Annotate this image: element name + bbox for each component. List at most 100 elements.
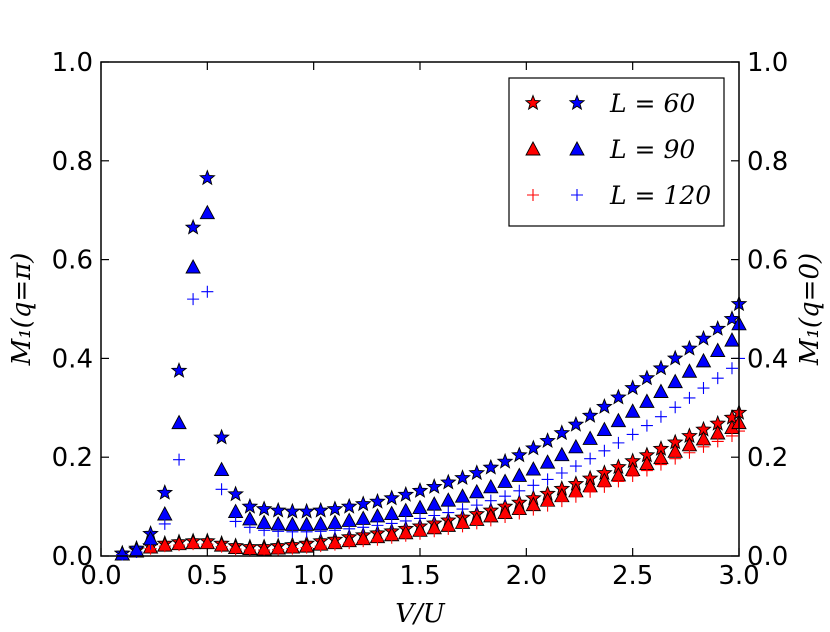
- data-point-red-plus: [456, 520, 469, 533]
- data-point-blue-star: [199, 169, 216, 186]
- data-point-blue-star: [723, 310, 741, 326]
- data-point-red-plus: [158, 540, 171, 553]
- data-point-red-plus: [697, 440, 710, 453]
- data-point-blue-plus: [286, 525, 299, 538]
- data-point-blue-star: [454, 469, 471, 486]
- data-point-red-plus: [229, 543, 242, 556]
- data-point-red-plus: [555, 495, 568, 508]
- data-point-red-plus: [584, 485, 597, 498]
- x-tick-label: 1.0: [293, 561, 334, 591]
- data-point-blue-star: [624, 379, 642, 396]
- legend-frame: [508, 77, 725, 227]
- data-point-blue-plus: [343, 522, 356, 535]
- data-point-red-plus: [371, 533, 384, 546]
- data-point-red-plus: [343, 537, 356, 550]
- data-point-blue-star: [709, 320, 727, 336]
- data-point-red-plus: [385, 531, 398, 544]
- data-point-red-plus: [711, 435, 724, 448]
- legend-label-l60: L = 60: [609, 89, 695, 118]
- data-point-blue-plus: [640, 419, 653, 432]
- y-tick-label-left: 0.4: [52, 344, 93, 374]
- data-point-red-plus: [725, 429, 738, 442]
- data-point-blue-plus: [300, 525, 313, 538]
- data-point-blue-triangle: [497, 473, 513, 488]
- data-point-blue-star: [567, 415, 585, 432]
- legend-label-l90: L = 90: [609, 135, 695, 164]
- data-point-blue-plus: [201, 285, 214, 298]
- data-point-blue-plus: [626, 428, 639, 441]
- data-point-blue-plus: [654, 410, 667, 423]
- x-tick-label: 0.5: [187, 561, 228, 591]
- data-point-red-plus: [569, 490, 582, 503]
- y-axis-label-left: M₁(q=π): [7, 253, 37, 367]
- data-point-blue-star: [326, 500, 344, 517]
- data-point-blue-triangle: [709, 342, 726, 357]
- data-point-red-plus: [187, 538, 200, 551]
- data-point-blue-star: [666, 349, 684, 366]
- legend-markers: [524, 94, 586, 201]
- legend-marker-red-star: [524, 94, 542, 111]
- data-point-blue-plus: [612, 436, 625, 449]
- data-point-blue-plus: [357, 521, 370, 534]
- data-point-blue-plus: [158, 517, 171, 530]
- data-point-blue-plus: [513, 484, 526, 497]
- data-point-blue-star: [156, 484, 174, 500]
- data-point-blue-triangle: [624, 403, 641, 418]
- y-tick-label-left: 0.0: [52, 542, 93, 572]
- data-point-red-plus: [612, 475, 625, 488]
- data-point-blue-triangle: [213, 461, 230, 476]
- data-point-blue-star: [525, 439, 542, 456]
- y-tick-label-left: 0.2: [52, 443, 93, 473]
- data-point-blue-triangle: [454, 488, 471, 503]
- data-point-blue-triangle: [681, 363, 698, 378]
- data-point-blue-triangle: [511, 467, 528, 482]
- data-point-blue-plus: [371, 519, 384, 532]
- data-point-blue-plus: [314, 525, 327, 538]
- data-point-blue-plus: [569, 460, 582, 473]
- data-point-blue-triangle: [554, 446, 570, 462]
- data-point-blue-star: [425, 478, 443, 494]
- data-point-blue-plus: [499, 490, 512, 503]
- data-point-blue-triangle: [412, 499, 428, 515]
- data-point-red-plus: [683, 446, 696, 459]
- data-point-blue-star: [596, 398, 613, 414]
- data-point-red-plus: [669, 452, 682, 465]
- data-point-blue-star: [269, 501, 287, 518]
- data-point-blue-plus: [399, 514, 412, 527]
- data-point-blue-star: [681, 339, 698, 356]
- data-point-blue-plus: [116, 548, 129, 561]
- x-axis-label: V/U: [395, 599, 446, 629]
- data-point-red-plus: [357, 535, 370, 548]
- data-point-blue-plus: [173, 453, 186, 466]
- data-point-red-plus: [484, 514, 497, 527]
- data-point-blue-star: [695, 329, 712, 346]
- data-point-blue-triangle: [199, 204, 216, 220]
- data-point-blue-star: [383, 489, 400, 506]
- data-point-blue-star: [511, 446, 528, 463]
- data-point-blue-star: [652, 359, 670, 376]
- data-point-red-plus: [442, 522, 455, 535]
- data-point-red-plus: [414, 527, 426, 540]
- data-point-red-plus: [243, 544, 256, 557]
- data-point-blue-plus: [555, 467, 568, 480]
- data-point-blue-star: [340, 497, 358, 514]
- legend-marker-red-plus: [527, 189, 539, 201]
- legend-marker-blue-plus: [571, 189, 583, 201]
- y-tick-label-left: 0.8: [52, 147, 93, 177]
- data-point-blue-star: [638, 369, 656, 386]
- data-point-blue-triangle: [582, 430, 598, 445]
- data-point-blue-star: [468, 464, 486, 481]
- x-tick-label: 0.0: [80, 561, 121, 591]
- data-point-blue-star: [581, 406, 599, 423]
- y-tick-label-left: 1.0: [52, 48, 93, 78]
- data-point-blue-star: [284, 502, 301, 519]
- data-point-blue-star: [496, 452, 514, 469]
- data-point-blue-star: [553, 424, 571, 441]
- data-point-blue-star: [255, 500, 273, 517]
- data-point-blue-star: [482, 458, 500, 475]
- data-point-blue-triangle: [724, 332, 740, 347]
- y-tick-label-right: 0.6: [747, 246, 788, 276]
- data-point-blue-star: [539, 432, 556, 449]
- data-point-red-plus: [272, 543, 285, 556]
